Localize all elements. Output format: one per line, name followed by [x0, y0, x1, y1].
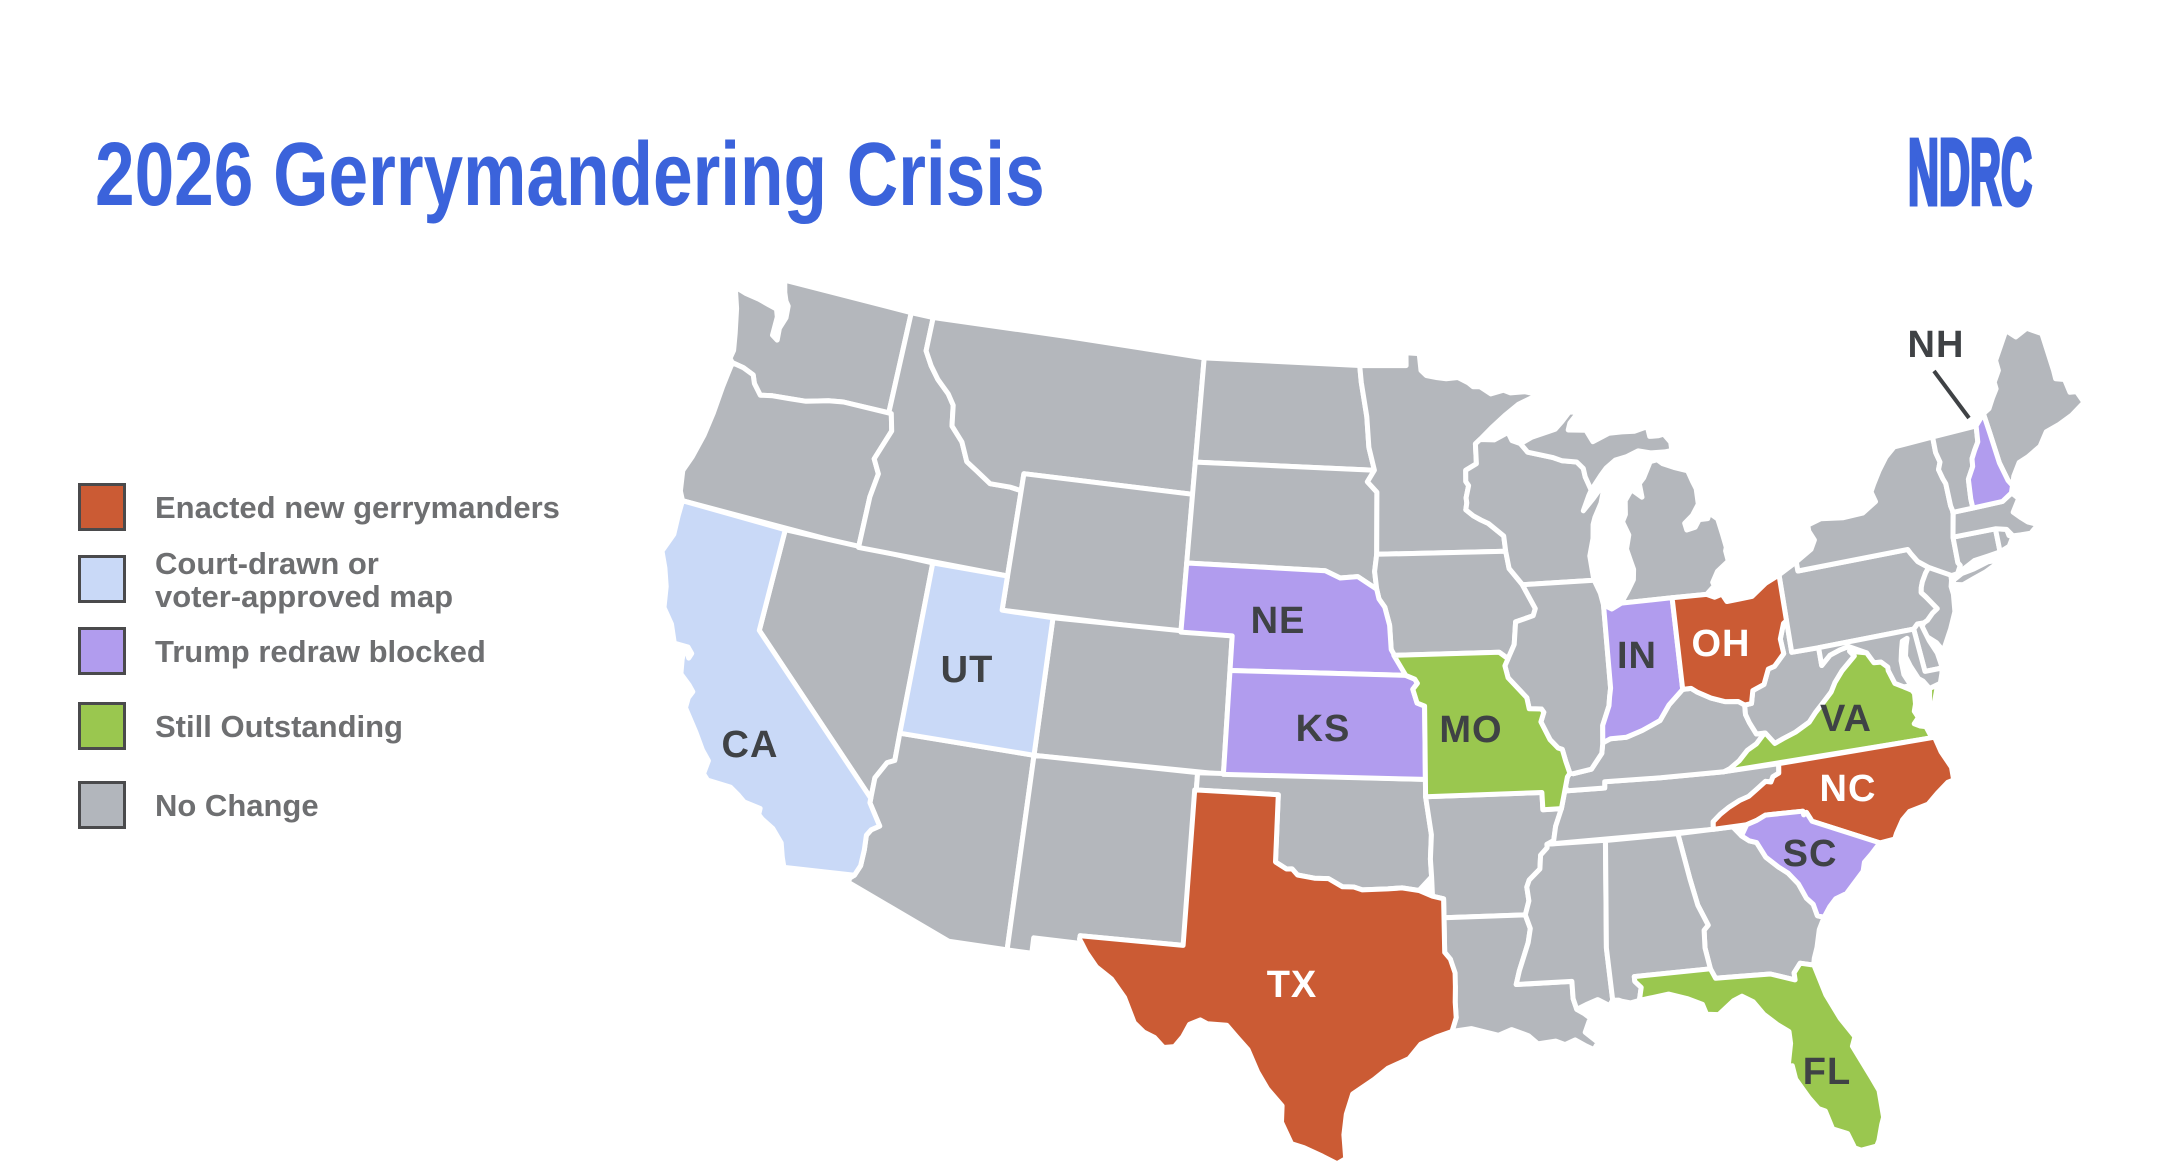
- svg-text:MO: MO: [1439, 709, 1502, 751]
- svg-text:NC: NC: [1820, 768, 1877, 810]
- svg-text:IN: IN: [1617, 635, 1657, 677]
- svg-text:CA: CA: [722, 724, 779, 766]
- svg-text:SC: SC: [1783, 833, 1838, 875]
- svg-text:FL: FL: [1803, 1051, 1851, 1093]
- svg-text:NH: NH: [1908, 324, 1965, 366]
- svg-text:UT: UT: [941, 649, 994, 691]
- svg-text:TX: TX: [1267, 964, 1318, 1006]
- svg-text:KS: KS: [1296, 708, 1351, 750]
- svg-text:VA: VA: [1820, 698, 1872, 740]
- svg-text:NE: NE: [1251, 600, 1306, 642]
- svg-text:OH: OH: [1692, 623, 1751, 665]
